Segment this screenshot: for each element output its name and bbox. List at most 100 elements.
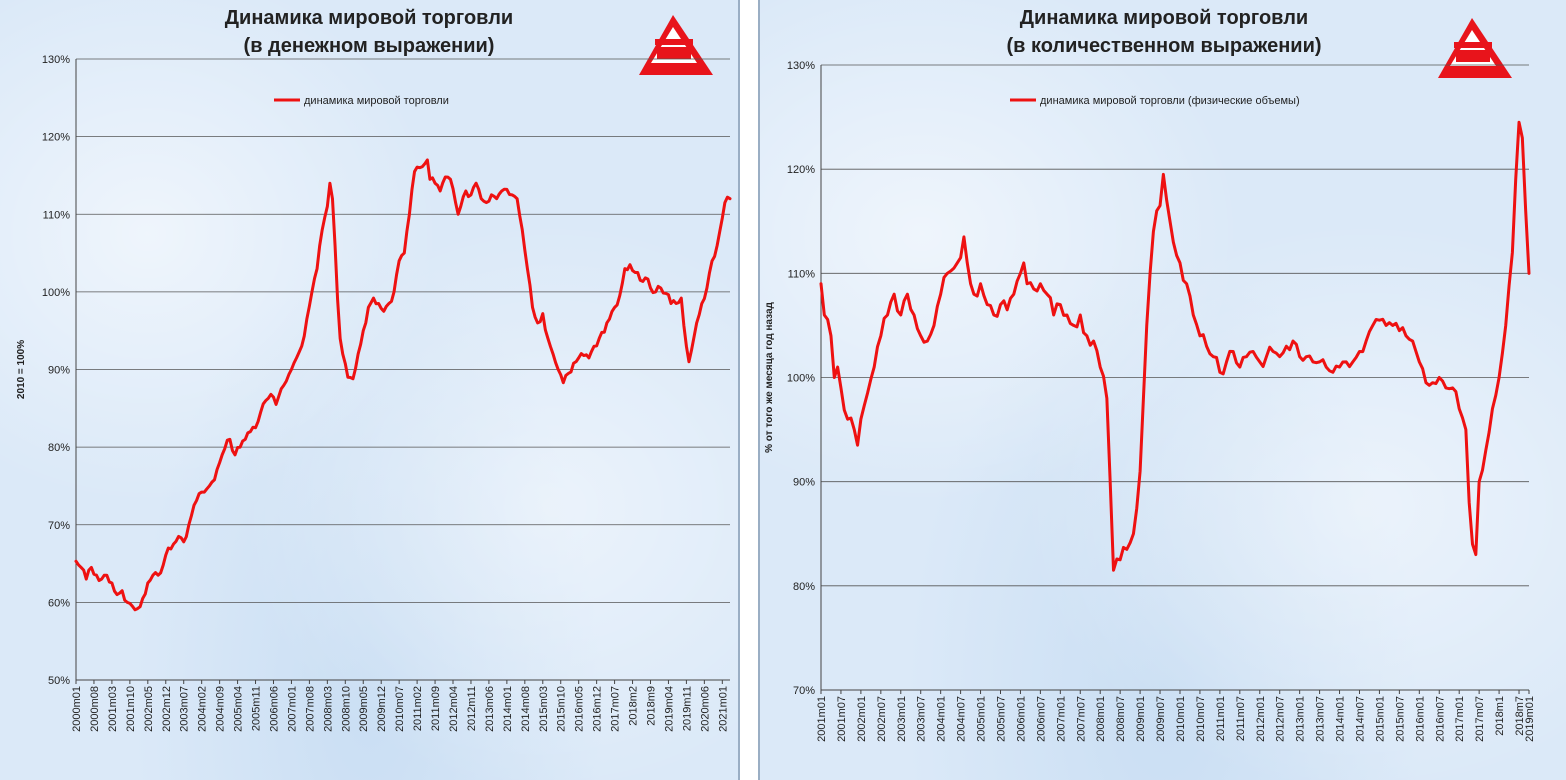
x-tick-label: 2010m01: [1175, 696, 1187, 742]
x-tick-label: 2014m07: [1354, 696, 1366, 742]
x-tick-label: 2006m01: [1015, 696, 1027, 742]
x-tick-label: 2016m07: [1434, 696, 1446, 742]
y-tick-label: 70%: [48, 520, 70, 532]
x-tick-label: 2003m07: [179, 686, 191, 732]
x-tick-label: 2008m01: [1095, 696, 1107, 742]
chart-panel-right: Динамика мировой торговли (в количествен…: [758, 0, 1566, 780]
x-tick-label: 2000m08: [89, 686, 101, 732]
x-tick-label: 2011m02: [412, 686, 424, 731]
x-tick-label: 2016m05: [574, 686, 586, 732]
x-tick-label: 2008m03: [322, 686, 334, 732]
x-tick-label: 2013m01: [1295, 696, 1307, 742]
y-tick-label: 90%: [793, 477, 815, 489]
x-tick-label: 2020m06: [699, 686, 711, 732]
x-tick-label: 2013m06: [484, 686, 496, 732]
y-tick-label: 80%: [48, 442, 70, 454]
x-tick-label: 2018m9: [645, 686, 657, 726]
x-tick-label: 2014m08: [520, 686, 532, 732]
x-tick-label: 2001m07: [836, 696, 848, 742]
y-tick-label: 100%: [787, 373, 815, 385]
x-tick-label: 2006m06: [268, 686, 280, 732]
x-tick-label: 2001m10: [125, 686, 137, 732]
y-tick-label: 60%: [48, 597, 70, 609]
x-tick-label: 2012m04: [448, 686, 460, 732]
value-chart: 50% 60% 70% 80% 90% 100% 110% 120% 130% 2000m01 20…: [16, 15, 732, 732]
chart-panel-left: Динамика мировой торговли (в денежном вы…: [0, 0, 740, 780]
x-tick-label: 2010m07: [394, 686, 406, 732]
x-tick-label: 2017m07: [610, 686, 622, 732]
x-tick-label: 2002m05: [143, 686, 155, 732]
x-tick-label: 2004m09: [215, 686, 227, 732]
x-tick-label: 2015m01: [1374, 696, 1386, 742]
legend-label: динамика мировой торговли: [304, 95, 449, 107]
x-tick-label: 2001m01: [816, 696, 828, 742]
x-tick-label: 2005m01: [976, 696, 988, 742]
x-tick-label: 2002m12: [161, 686, 173, 732]
series-line: [819, 120, 1531, 572]
y-tick-label: 80%: [793, 581, 815, 593]
x-tick-label: 2011m09: [430, 686, 442, 731]
x-tick-label: 2002m01: [856, 696, 868, 742]
x-tick-label: 2019m11: [681, 686, 693, 731]
volume-chart: 70% 80% 90% 100% 110% 120% 130% 2001m01 2001m07 2…: [764, 18, 1536, 742]
legend-label: динамика мировой торговли (физические об…: [1040, 95, 1300, 107]
x-tick-label: 2006m07: [1035, 696, 1047, 742]
logo-mark-right: [1438, 18, 1512, 78]
x-tick-label: 2008m07: [1115, 696, 1127, 742]
y-tick-label: 90%: [48, 365, 70, 377]
x-tick-label: 2004m07: [956, 696, 968, 742]
x-tick-label: 2014m01: [502, 686, 514, 732]
x-tick-label: 2013m07: [1315, 696, 1327, 742]
chart-title-left-line1: Динамика мировой торговли: [224, 7, 514, 29]
x-tick-label: 2015m10: [556, 686, 568, 732]
x-tick-label: 2005m11: [251, 686, 263, 731]
chart-title-right: Динамика мировой торговли (в количествен…: [760, 4, 1566, 60]
x-tick-label: 2005m07: [995, 696, 1007, 742]
x-tick-label: 2009m12: [376, 686, 388, 732]
x-tick-label: 2015m07: [1394, 696, 1406, 742]
x-tick-label: 2008m10: [340, 686, 352, 732]
x-tick-label: 2004m02: [197, 686, 209, 732]
y-tick-label: 110%: [43, 209, 71, 221]
x-tick-label: 2010m07: [1195, 696, 1207, 742]
x-tick-label: 2012m01: [1255, 696, 1267, 742]
x-tick-label: 2007m01: [1055, 696, 1067, 742]
x-tick-label: 2014m01: [1335, 696, 1347, 742]
logo-mark-left: [639, 15, 713, 75]
chart-title-left: Динамика мировой торговли (в денежном вы…: [0, 4, 738, 60]
x-tick-label: 2015m03: [538, 686, 550, 732]
y-tick-label: 120%: [787, 164, 815, 176]
x-tick-label: 2017m01: [1454, 696, 1466, 742]
x-tick-label: 2018m7: [1514, 696, 1526, 736]
x-tick-label: 2007m08: [304, 686, 316, 732]
y-tick-label: 120%: [42, 132, 70, 144]
x-tick-label: 2009m05: [358, 686, 370, 732]
y-tick-label: 100%: [42, 287, 70, 299]
y-tick-label: 130%: [787, 60, 815, 72]
chart-subtitle-left: (в денежном выражении): [243, 35, 495, 57]
x-tick-label: 2017m07: [1474, 696, 1486, 742]
x-tick-label: 2007m01: [286, 686, 298, 732]
x-tick-label: 2007m07: [1075, 696, 1087, 742]
x-tick-label: 2018m1: [1494, 696, 1506, 736]
y-tick-label: 70%: [793, 685, 815, 697]
x-tick-label: 2005m04: [233, 686, 245, 732]
x-tick-label: 2019m01: [1524, 696, 1536, 742]
y-tick-label: 50%: [48, 675, 70, 687]
x-tick-label: 2003m01: [896, 696, 908, 742]
series-line: [74, 158, 732, 612]
chart-title-right-line1: Динамика мировой торговли: [1019, 7, 1309, 29]
chart-subtitle-right: (в количественном выражении): [1006, 35, 1322, 57]
x-tick-label: 2001m03: [107, 686, 119, 732]
x-tick-label: 2016m12: [592, 686, 604, 732]
x-tick-label: 2019m04: [663, 686, 675, 732]
x-tick-label: 2009m07: [1155, 696, 1167, 742]
x-tick-label: 2000m01: [71, 686, 83, 732]
x-tick-label: 2002m07: [876, 696, 888, 742]
y-tick-label: 130%: [42, 54, 70, 66]
y-tick-label: 110%: [788, 268, 816, 280]
x-tick-label: 2011m01: [1215, 696, 1227, 741]
y-axis-label: 2010 = 100%: [16, 340, 27, 399]
x-tick-label: 2016m01: [1414, 696, 1426, 742]
x-tick-label: 2003m07: [916, 696, 928, 742]
